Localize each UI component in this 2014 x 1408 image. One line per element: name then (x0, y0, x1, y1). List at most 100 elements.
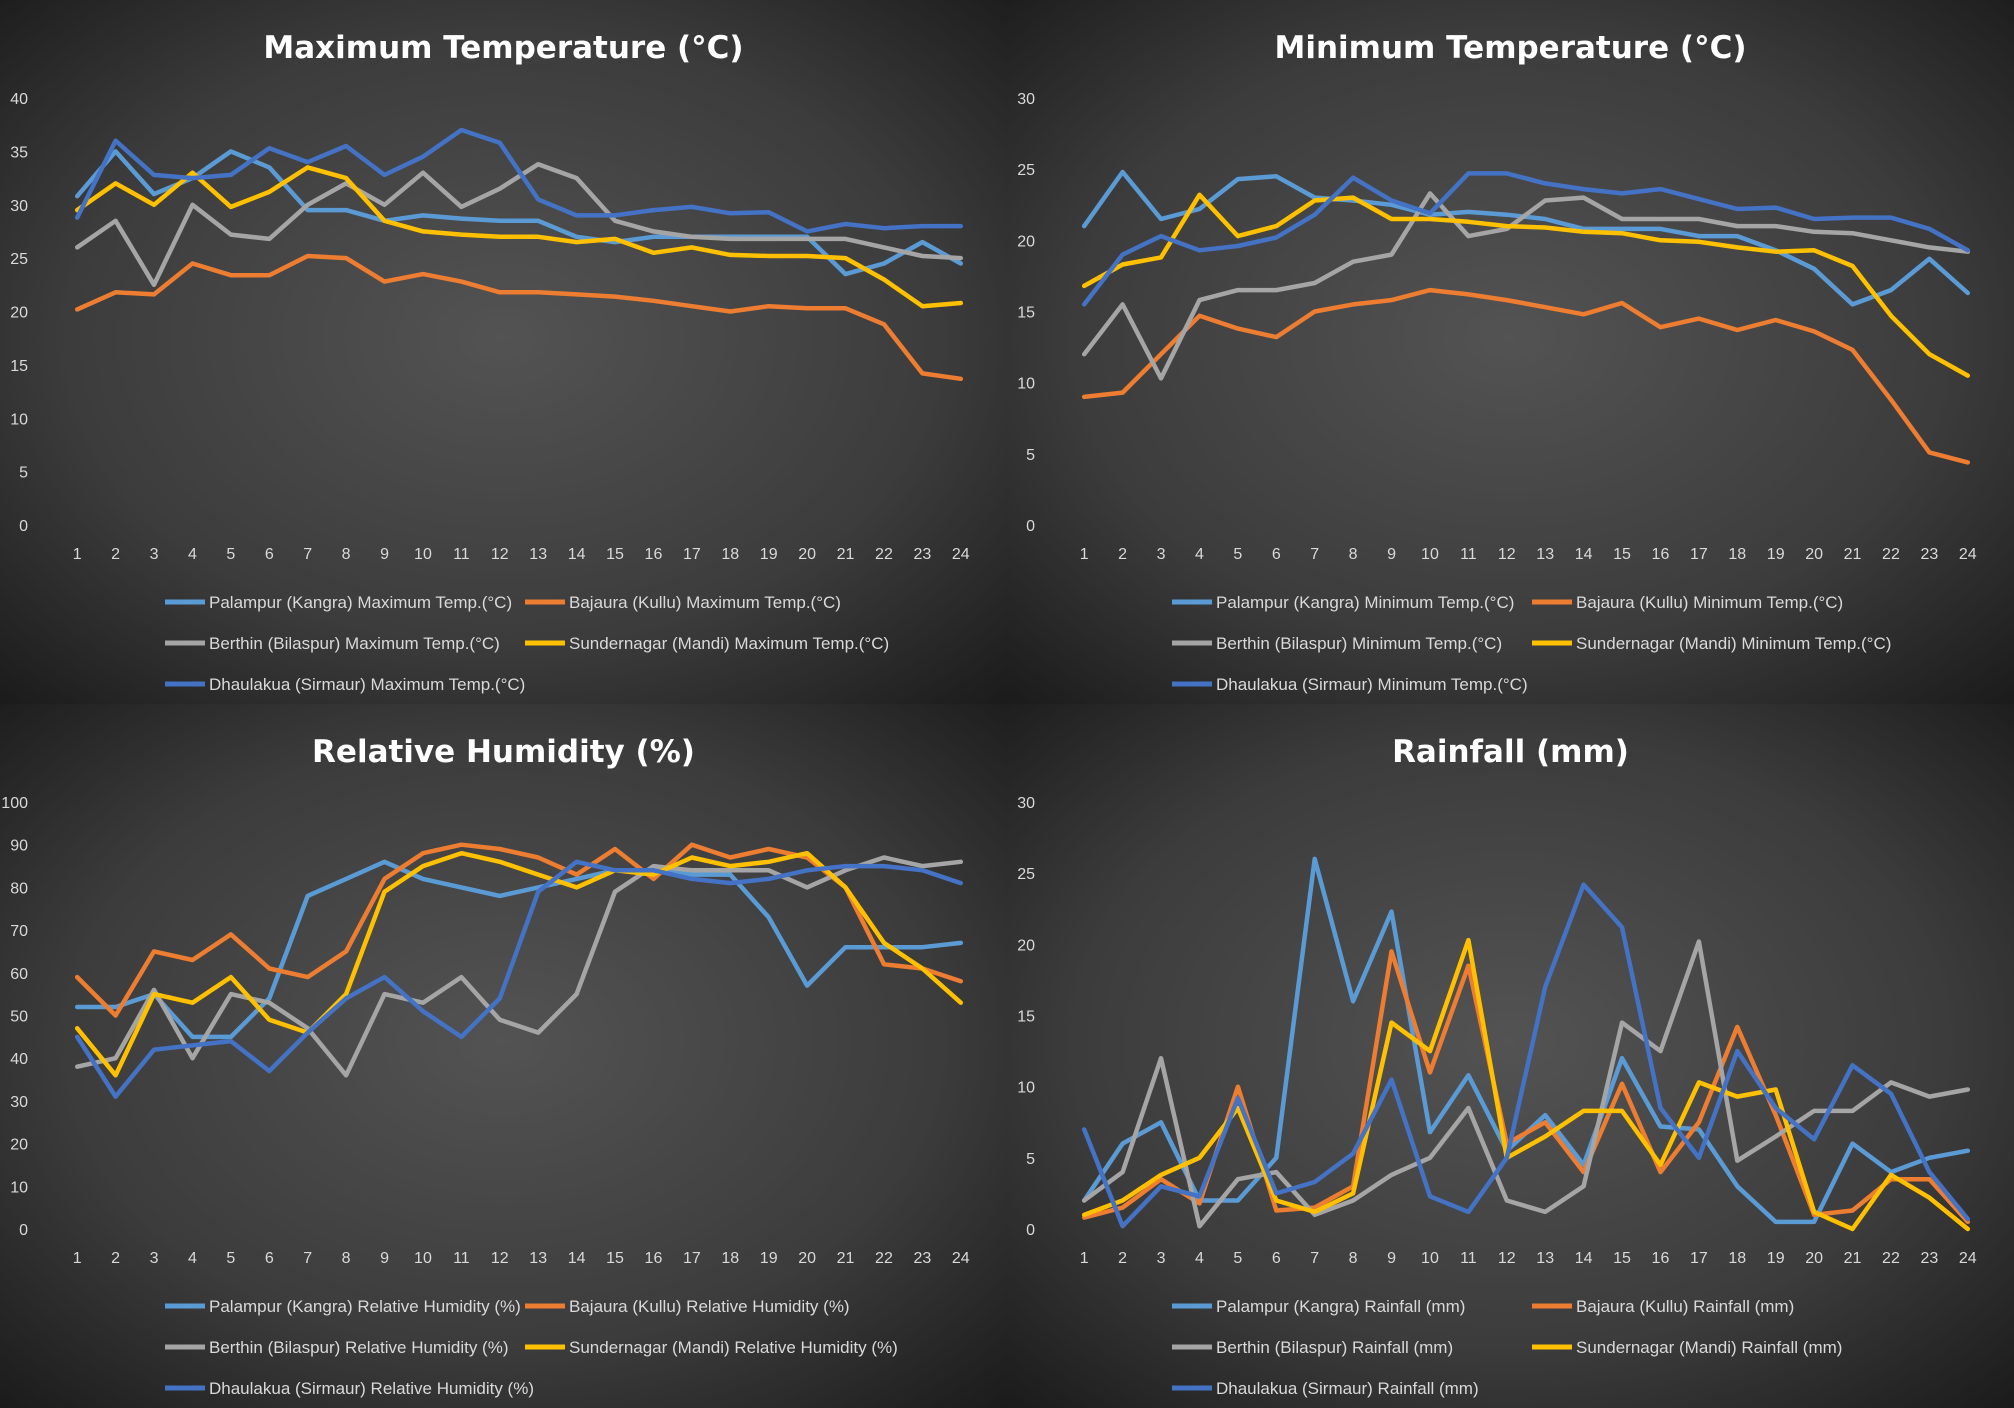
x-tick-label: 21 (1844, 1250, 1862, 1267)
chart-background (0, 704, 1007, 1408)
x-tick-label: 12 (1498, 1250, 1516, 1267)
y-tick-label: 35 (10, 144, 28, 161)
y-tick-label: 10 (10, 411, 28, 428)
x-tick-label: 11 (453, 1250, 470, 1267)
x-tick-label: 18 (721, 546, 739, 563)
y-tick-label: 30 (1017, 795, 1035, 812)
series-line-1 (74, 149, 964, 277)
x-tick-label: 5 (226, 546, 235, 563)
x-tick-label: 15 (606, 546, 624, 563)
x-tick-label: 3 (1157, 546, 1166, 563)
y-tick-label: 100 (1, 795, 28, 812)
legend-label: Palampur (Kangra) Relative Humidity (%) (209, 1297, 521, 1316)
x-tick-label: 22 (875, 546, 893, 563)
chart-svg: Maximum Temperature (°C)0510152025303540… (0, 0, 1007, 704)
chart-background (0, 0, 1007, 704)
chart-background (1007, 704, 2014, 1408)
x-tick-label: 8 (342, 546, 351, 563)
series-line-4 (74, 850, 964, 1078)
x-tick-label: 23 (913, 1250, 931, 1267)
x-tick-label: 6 (1272, 1250, 1281, 1267)
legend-label: Berthin (Bilaspur) Maximum Temp.(°C) (209, 634, 500, 653)
x-tick-label: 23 (913, 546, 931, 563)
x-tick-label: 6 (265, 1250, 274, 1267)
series-line-5 (74, 127, 964, 234)
chart-svg: Relative Humidity (%) 0 10 20 30 40 50 60 70 80 90… (0, 704, 1007, 1408)
x-tick-label: 4 (1195, 1250, 1204, 1267)
y-tick-label: 20 (10, 305, 28, 322)
x-tick-label: 23 (1920, 546, 1938, 563)
x-tick-label: 15 (606, 1250, 624, 1267)
x-tick-label: 16 (1652, 1250, 1670, 1267)
y-tick-label: 50 (10, 1009, 28, 1026)
x-tick-label: 12 (491, 1250, 509, 1267)
y-tick-label: 10 (1017, 376, 1035, 393)
x-tick-label: 13 (529, 546, 547, 563)
x-tick-label: 4 (188, 1250, 197, 1267)
y-tick-label: 60 (10, 966, 28, 983)
x-tick-label: 9 (380, 1250, 389, 1267)
x-tick-label: 9 (1387, 546, 1396, 563)
x-tick-label: 2 (111, 546, 120, 563)
legend-label: Dhaulakua (Sirmaur) Maximum Temp.(°C) (209, 675, 525, 694)
legend-label: Bajaura (Kullu) Rainfall (mm) (1576, 1297, 1794, 1316)
series-line-3 (74, 161, 964, 288)
legend-label: Palampur (Kangra) Minimum Temp.(°C) (1216, 593, 1514, 612)
rainfall-chart: Rainfall (mm) 0 5 10 15 20 25 30 1 2 3 4 5 6 7 8 9 10 11 12… (1007, 704, 2014, 1408)
x-tick-label: 5 (1233, 546, 1242, 563)
series-line-3 (74, 855, 964, 1078)
series-line-2 (74, 253, 964, 382)
x-tick-label: 14 (1575, 546, 1593, 563)
x-tick-label: 1 (1080, 1250, 1089, 1267)
legend-label: Berthin (Bilaspur) Rainfall (mm) (1216, 1338, 1453, 1357)
series-line-2 (1081, 287, 1971, 465)
legend-label: Dhaulakua (Sirmaur) Minimum Temp.(°C) (1216, 675, 1528, 694)
x-tick-label: 7 (1310, 1250, 1319, 1267)
x-tick-label: 7 (1310, 546, 1319, 563)
legend-label: Palampur (Kangra) Maximum Temp.(°C) (209, 593, 512, 612)
series-line-3 (1081, 939, 1971, 1229)
y-tick-label: 0 (1026, 1222, 1035, 1239)
y-tick-label: 5 (1026, 1151, 1035, 1168)
x-tick-label: 4 (1195, 546, 1204, 563)
series-line-5 (1081, 882, 1971, 1229)
x-tick-label: 10 (414, 1250, 432, 1267)
series-line-4 (1081, 192, 1971, 378)
x-tick-label: 11 (1460, 1250, 1477, 1267)
x-tick-label: 24 (1959, 546, 1977, 563)
chart-title: Minimum Temperature (°C) (1275, 30, 1747, 66)
chart-title: Relative Humidity (%) (312, 734, 695, 770)
x-tick-label: 13 (1536, 546, 1554, 563)
x-tick-label: 2 (1118, 546, 1127, 563)
y-tick-label: 5 (19, 465, 28, 482)
chart-title: Rainfall (mm) (1392, 734, 1629, 770)
y-tick-label: 15 (10, 358, 28, 375)
series-line-1 (74, 859, 964, 1040)
x-tick-label: 6 (1272, 546, 1281, 563)
x-tick-label: 1 (1080, 546, 1089, 563)
x-tick-label: 10 (1421, 546, 1439, 563)
x-tick-label: 9 (380, 546, 389, 563)
x-tick-label: 15 (1613, 1250, 1631, 1267)
x-tick-label: 22 (1882, 546, 1900, 563)
y-tick-label: 90 (10, 838, 28, 855)
x-tick-label: 22 (1882, 1250, 1900, 1267)
x-tick-label: 20 (798, 1250, 816, 1267)
x-tick-label: 22 (875, 1250, 893, 1267)
legend-label: Palampur (Kangra) Rainfall (mm) (1216, 1297, 1465, 1316)
x-tick-label: 1 (73, 1250, 82, 1267)
x-tick-label: 24 (952, 1250, 970, 1267)
x-tick-label: 11 (453, 546, 470, 563)
x-tick-label: 2 (1118, 1250, 1127, 1267)
y-tick-label: 40 (10, 91, 28, 108)
x-tick-label: 17 (1690, 1250, 1708, 1267)
x-tick-label: 17 (683, 1250, 701, 1267)
x-tick-label: 17 (683, 546, 701, 563)
x-tick-label: 12 (1498, 546, 1516, 563)
x-tick-label: 24 (1959, 1250, 1977, 1267)
x-tick-label: 23 (1920, 1250, 1938, 1267)
x-tick-label: 18 (1728, 1250, 1746, 1267)
